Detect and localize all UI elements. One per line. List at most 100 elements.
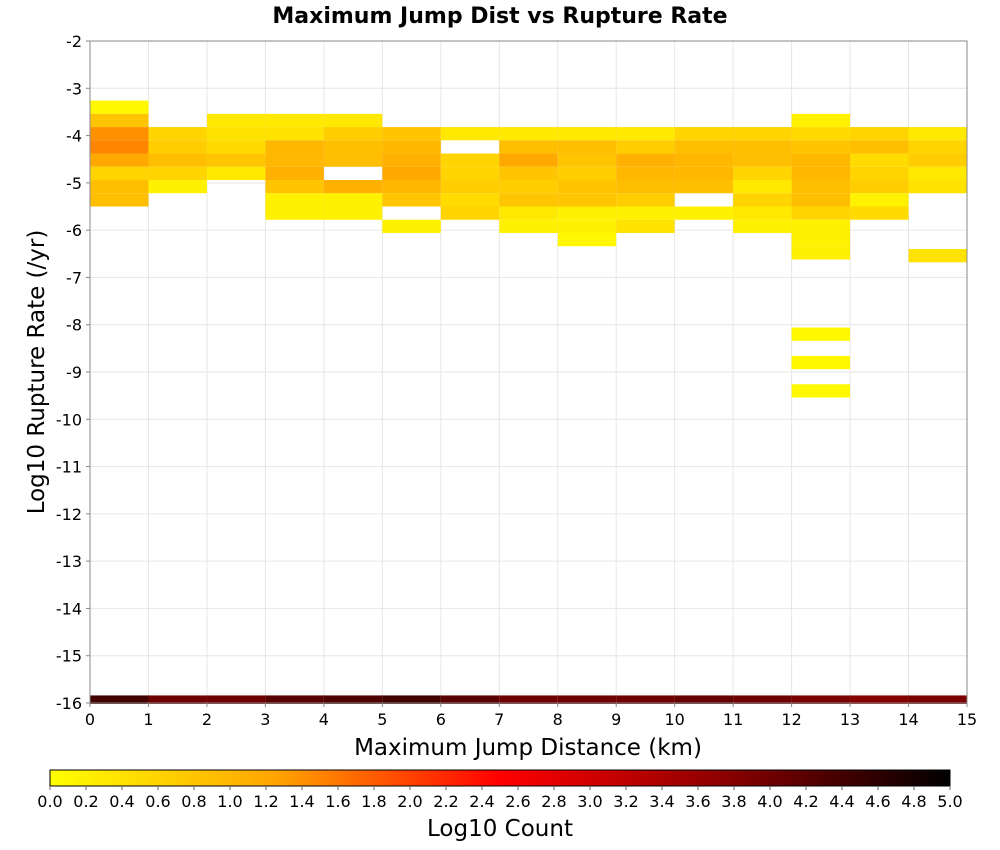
colorbar-tick-label: 1.2	[253, 792, 278, 811]
heatmap-cell	[674, 180, 734, 194]
heatmap-cell	[791, 355, 851, 370]
heatmap-cell	[499, 153, 558, 167]
heatmap-cell	[674, 140, 734, 154]
heatmap-cell	[850, 166, 909, 181]
heatmap-cell	[440, 193, 500, 207]
colorbar-tick-label: 3.8	[721, 792, 746, 811]
colorbar-tick-label: 0.8	[181, 792, 206, 811]
heatmap-cell	[148, 180, 207, 194]
heatmap-cell	[323, 206, 383, 220]
heatmap-cell	[499, 206, 558, 220]
colorbar-tick-label: 4.4	[829, 792, 854, 811]
colorbar-tick-label: 2.8	[541, 792, 566, 811]
heatmap-cell	[440, 127, 500, 141]
heatmap-cell	[674, 206, 734, 220]
heatmap-cell	[323, 153, 383, 167]
heatmap-cell	[557, 193, 617, 207]
heatmap-cell	[499, 127, 558, 141]
heatmap-cell	[323, 180, 383, 194]
y-tick-label: -5	[66, 174, 82, 193]
x-tick-label: 6	[436, 710, 446, 729]
heatmap-cell	[323, 113, 383, 128]
heatmap-cell	[90, 180, 149, 194]
colorbar-tick-label: 1.8	[361, 792, 386, 811]
y-tick-label: -13	[56, 552, 82, 571]
heatmap-cell	[557, 180, 617, 194]
heatmap-cell	[850, 127, 909, 141]
y-tick-label: -9	[66, 363, 82, 382]
heatmap-cell	[791, 327, 851, 341]
heatmap-cell	[382, 219, 441, 233]
x-tick-label: 15	[957, 710, 977, 729]
heatmap-cell	[382, 695, 441, 704]
heatmap-cell	[382, 153, 441, 167]
heatmap-cell	[908, 140, 967, 154]
colorbar-tick-label: 2.4	[469, 792, 494, 811]
colorbar-tick-label: 3.6	[685, 792, 710, 811]
heatmap-cell	[850, 180, 909, 194]
x-tick-label: 12	[781, 710, 801, 729]
heatmap-cell	[440, 206, 500, 220]
heatmap-cell	[733, 153, 792, 167]
heatmap-cell	[616, 153, 675, 167]
x-tick-label: 8	[553, 710, 563, 729]
heatmap-cell	[323, 695, 383, 704]
heatmap-cells	[90, 100, 967, 704]
y-tick-label: -3	[66, 79, 82, 98]
heatmap-cell	[148, 140, 207, 154]
heatmap-cell	[791, 232, 851, 247]
x-tick-label: 7	[494, 710, 504, 729]
colorbar-tick-label: 4.0	[757, 792, 782, 811]
y-tick-label: -14	[56, 599, 82, 618]
heatmap-cell	[616, 695, 675, 704]
heatmap-cell	[90, 100, 149, 114]
heatmap-cell	[440, 180, 500, 194]
heatmap-cell	[148, 695, 207, 704]
heatmap-cell	[499, 180, 558, 194]
colorbar-tick-label: 0.6	[145, 792, 170, 811]
heatmap-cell	[382, 127, 441, 141]
heatmap-cell	[850, 140, 909, 154]
heatmap-cell	[265, 206, 324, 220]
heatmap-cell	[90, 166, 149, 181]
heatmap-cell	[791, 166, 851, 181]
heatmap-cell	[440, 166, 500, 181]
heatmap-cell	[733, 140, 792, 154]
heatmap-cell	[557, 695, 617, 704]
heatmap-cell	[616, 206, 675, 220]
heatmap-cell	[616, 180, 675, 194]
y-tick-label: -16	[56, 694, 82, 713]
heatmap-cell	[791, 140, 851, 154]
heatmap-cell	[265, 127, 324, 141]
heatmap-cell	[206, 166, 266, 181]
heatmap-cell	[557, 232, 617, 247]
heatmap-cell	[674, 127, 734, 141]
colorbar-tick-label: 4.6	[865, 792, 890, 811]
heatmap-cell	[908, 695, 967, 704]
heatmap-cell	[499, 193, 558, 207]
colorbar-tick-label: 1.0	[217, 792, 242, 811]
heatmap-cell	[206, 153, 266, 167]
heatmap-cell	[148, 166, 207, 181]
heatmap-cell	[557, 166, 617, 181]
x-tick-label: 2	[202, 710, 212, 729]
heatmap-cell	[850, 193, 909, 207]
heatmap-cell	[499, 695, 558, 704]
heatmap-cell	[382, 180, 441, 194]
heatmap-cell	[499, 166, 558, 181]
heatmap-cell	[499, 219, 558, 233]
heatmap-cell	[733, 206, 792, 220]
heatmap-cell	[557, 219, 617, 233]
heatmap-cell	[733, 166, 792, 181]
heatmap-cell	[90, 193, 149, 207]
heatmap-cell	[206, 140, 266, 154]
colorbar-tick-label: 0.2	[73, 792, 98, 811]
heatmap-cell	[733, 180, 792, 194]
heatmap-cell	[850, 153, 909, 167]
y-axis-label: Log10 Rupture Rate (/yr)	[24, 230, 50, 515]
y-tick-label: -7	[66, 268, 82, 287]
x-tick-label: 11	[723, 710, 743, 729]
heatmap-cell	[265, 695, 324, 704]
colorbar-tick-label: 0.0	[37, 792, 62, 811]
